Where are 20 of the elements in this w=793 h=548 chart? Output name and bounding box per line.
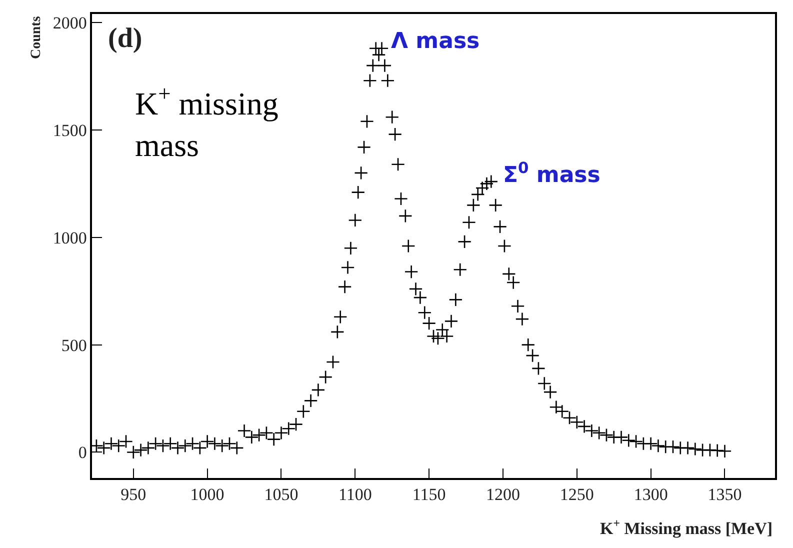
x-tick-label: 1100 [338,485,372,504]
annotation: K$^{+}$ missing mass [135,81,278,164]
y-tick-label: 2000 [52,14,87,33]
x-tick-label: 1000 [190,485,224,504]
annotation: Σ$^{0}$ mass [503,159,600,188]
x-tick-label: 950 [120,485,146,504]
x-tick-label: 1200 [486,485,520,504]
annotation: (d) [108,23,142,54]
annotation: Λ mass [391,29,480,54]
x-tick-label: 1050 [264,485,298,504]
y-tick-label: 500 [61,336,87,355]
x-tick-label: 1150 [412,485,446,504]
x-tick-label: 1250 [560,485,594,504]
y-tick-label: 0 [78,443,87,462]
x-tick-label: 1300 [634,485,668,504]
x-axis-title: K$^{+}$ Missing mass [MeV] [600,516,773,538]
y-axis-title: Counts [29,16,44,59]
y-tick-label: 1500 [52,120,87,140]
x-tick-label: 1350 [708,485,742,504]
y-tick-label: 1000 [52,228,87,248]
